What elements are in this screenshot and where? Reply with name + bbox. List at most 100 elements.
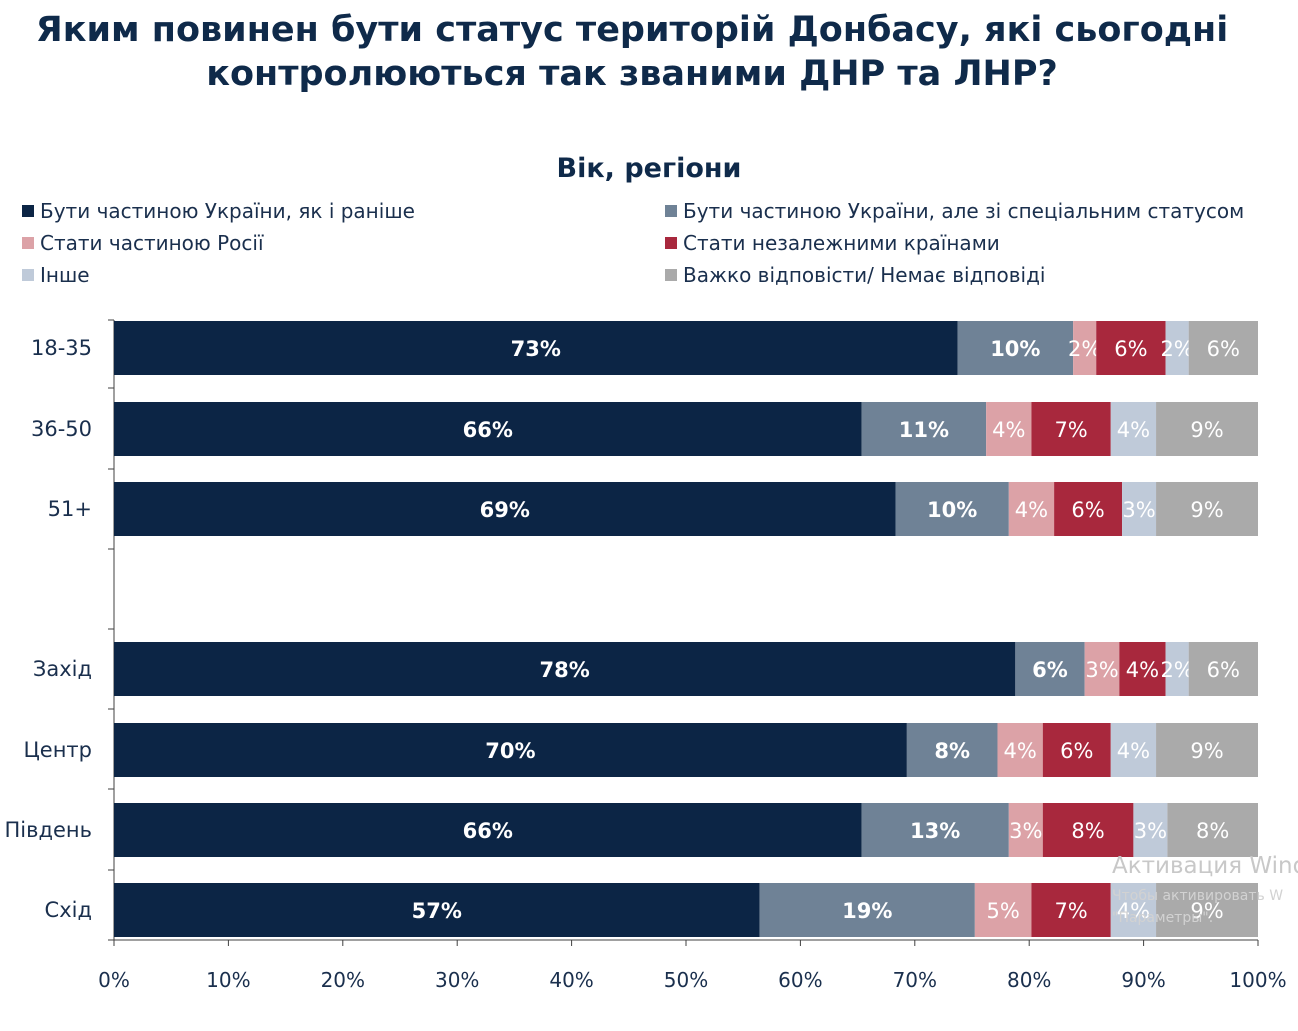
bar-segment [1015,642,1085,696]
bar-segment [997,723,1043,777]
data-label: 6% [1207,658,1240,682]
x-tick-label: 50% [664,968,708,992]
x-tick-label: 0% [98,968,130,992]
data-label: 2% [1068,337,1101,361]
legend-item-hard-to-say: Важко відповісти/ Немає відповіді [665,263,1045,287]
chart-title: Яким повинен бути статус територій Донба… [0,8,1264,96]
data-label: 6% [1071,498,1104,522]
chart-title-line2: контролюються так званими ДНР та ЛНР? [206,54,1058,94]
legend-label: Важко відповісти/ Немає відповіді [683,263,1046,287]
bar-segment [1188,642,1258,696]
data-label: 7% [1054,899,1087,923]
x-tick-label: 70% [893,968,937,992]
x-tick-label: 40% [549,968,593,992]
activation-watermark-detail: Чтобы активировать W "Параметры". [1112,885,1298,929]
category-label: 51+ [48,497,92,521]
x-tick-label: 60% [778,968,822,992]
legend-label: Стати незалежними країнами [683,231,1000,255]
legend-label: Бути частиною України, як і раніше [40,199,415,223]
bar-segment [1042,723,1111,777]
legend-swatch [22,269,34,281]
bar-segment [906,723,998,777]
bar-segment [1167,803,1258,857]
bar-segment [1122,482,1157,536]
bar-segment [1188,321,1258,375]
x-tick-label: 20% [321,968,365,992]
bar-segment [114,321,958,375]
activation-watermark: Активация Wind [1112,853,1298,879]
bar-segment [1042,803,1134,857]
bar-segment [861,803,1009,857]
category-label: 18-35 [31,336,92,360]
stacked-bar-chart: 0% 10% 20% 30% 40% 50% 60% 70% 80% 90% 100% 18-35 36… [4,319,1287,992]
data-label: 4% [1117,418,1150,442]
data-label: 9% [1190,498,1223,522]
category-label: Схід [45,898,92,922]
data-label: 6% [1207,337,1240,361]
category-label: Центр [23,738,92,762]
bar-segment [114,723,907,777]
bar-segment [1096,321,1166,375]
data-label: 6% [1032,658,1068,682]
legend-swatch [665,237,677,249]
bar-segment [974,883,1032,937]
legend-swatch [22,237,34,249]
data-label: 57% [412,899,462,923]
bar-segment [114,482,896,536]
x-tick-label: 100% [1229,968,1286,992]
data-label: 3% [1085,658,1118,682]
chart-title-line1: Яким повинен бути статус територій Донба… [35,10,1229,50]
bar-segment [1156,883,1258,937]
data-label: 66% [463,819,513,843]
bar-segment [1156,402,1258,456]
data-label: 8% [1196,819,1229,843]
bar-segment [1110,723,1157,777]
data-label: 7% [1054,418,1087,442]
bar-segment [1073,321,1097,375]
data-label: 13% [910,819,960,843]
legend-label: Стати частиною Росії [40,231,264,255]
data-label: 4% [1117,899,1150,923]
data-label: 8% [1071,819,1104,843]
bar-segment [861,402,987,456]
category-label: Південь [4,818,92,842]
bar-segment [895,482,1009,536]
bar-segment [1031,883,1111,937]
data-label: 66% [463,418,513,442]
legend-swatch [665,269,677,281]
bar-segment [1008,803,1043,857]
legend-item-russia: Стати частиною Росії [22,231,264,255]
legend-item-other: Інше [22,263,90,287]
data-label: 5% [986,899,1019,923]
x-tick-label: 10% [206,968,250,992]
bar-segment [1008,482,1055,536]
legend-item-special-status: Бути частиною України, але зі спеціальни… [665,199,1244,223]
bar-segment [1133,803,1168,857]
bar-segment [1156,482,1258,536]
bar-segment [957,321,1074,375]
bar-segment [1110,402,1157,456]
data-label: 2% [1160,337,1193,361]
data-label: 2% [1160,658,1193,682]
data-label: 3% [1009,819,1042,843]
data-label: 9% [1190,899,1223,923]
bar-segment [1031,402,1111,456]
data-label: 4% [1003,739,1036,763]
data-label: 6% [1060,739,1093,763]
category-label: Захід [33,657,92,681]
bar-segment [114,883,760,937]
legend-swatch [665,205,677,217]
bar-segment [986,402,1032,456]
bar-segment [1054,482,1123,536]
bar-segment [759,883,975,937]
data-label: 10% [927,498,977,522]
x-tick-label: 80% [1007,968,1051,992]
data-label: 4% [992,418,1025,442]
data-label: 73% [511,337,561,361]
category-label: 36-50 [31,417,92,441]
data-label: 10% [990,337,1040,361]
x-tick-label: 30% [435,968,479,992]
data-label: 70% [485,739,535,763]
bar-segment [1165,642,1189,696]
bar-segment [1084,642,1120,696]
